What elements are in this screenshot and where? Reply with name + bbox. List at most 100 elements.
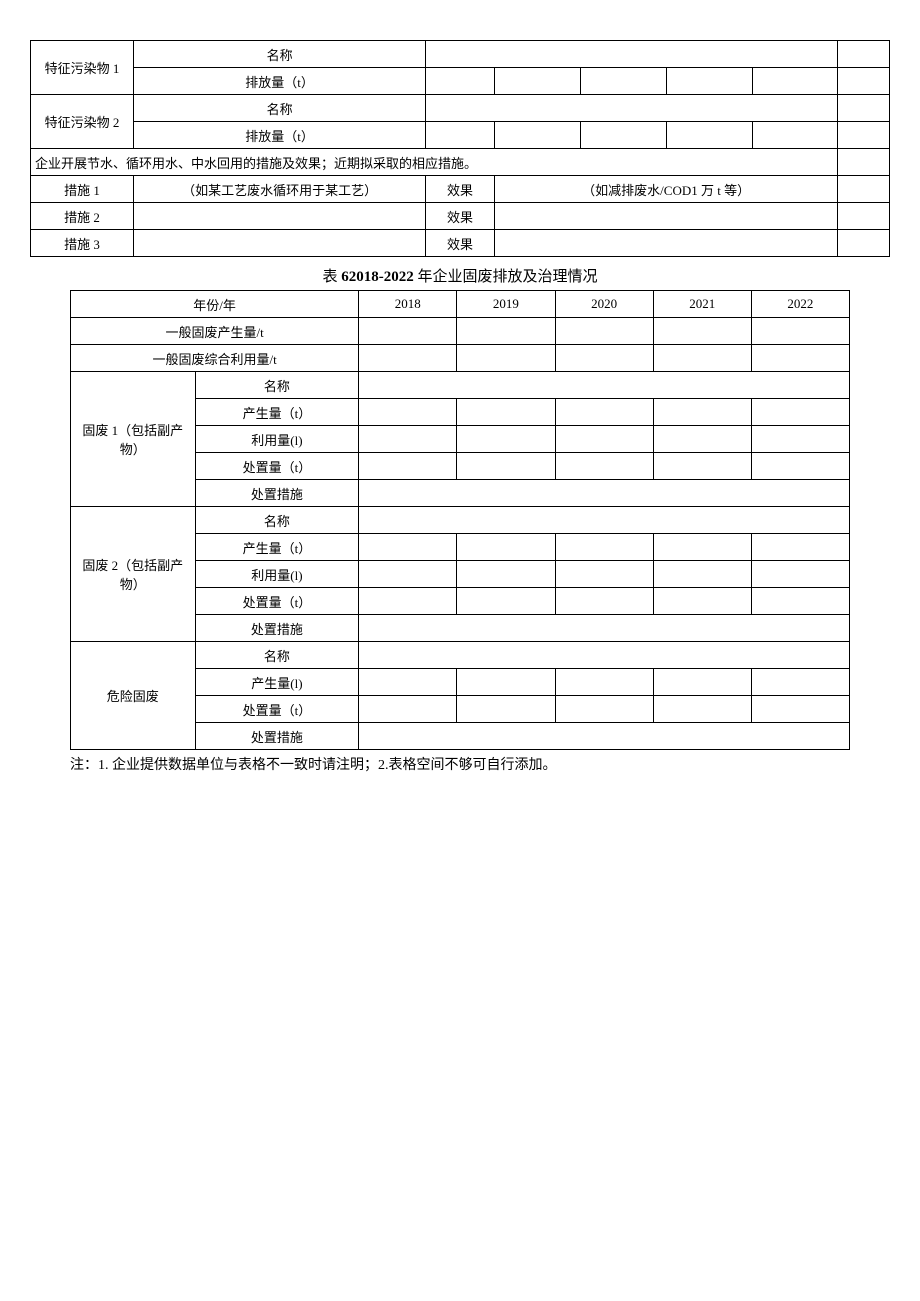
emission-label: 排放量（t） bbox=[134, 68, 426, 95]
empty-cell bbox=[359, 669, 457, 696]
solid-waste-table: 年份/年 2018 2019 2020 2021 2022 一般固废产生量/t … bbox=[70, 290, 850, 750]
empty-cell bbox=[457, 399, 555, 426]
table-row: 一般固废综合利用量/t bbox=[71, 345, 850, 372]
empty-cell bbox=[751, 534, 849, 561]
empty-cell bbox=[555, 669, 653, 696]
year-2018: 2018 bbox=[359, 291, 457, 318]
empty-cell bbox=[555, 399, 653, 426]
title-bold: 62018-2022 bbox=[341, 269, 414, 285]
empty-cell bbox=[838, 203, 890, 230]
footnote: 注：1. 企业提供数据单位与表格不一致时请注明；2.表格空间不够可自行添加。 bbox=[30, 754, 890, 774]
empty-cell bbox=[580, 68, 666, 95]
empty-cell bbox=[426, 68, 495, 95]
empty-cell bbox=[751, 669, 849, 696]
sub-disp-t: 处置量（t） bbox=[195, 696, 359, 723]
measures-intro: 企业开展节水、循环用水、中水回用的措施及效果；近期拟采取的相应措施。 bbox=[31, 149, 838, 176]
empty-cell bbox=[653, 318, 751, 345]
empty-cell bbox=[426, 95, 838, 122]
sub-disp-measure: 处置措施 bbox=[195, 480, 359, 507]
year-2022: 2022 bbox=[751, 291, 849, 318]
empty-cell bbox=[426, 41, 838, 68]
table-row: 措施 3 效果 bbox=[31, 230, 890, 257]
empty-cell bbox=[494, 230, 838, 257]
empty-cell bbox=[653, 669, 751, 696]
year-2021: 2021 bbox=[653, 291, 751, 318]
measure3-label: 措施 3 bbox=[31, 230, 134, 257]
empty-cell bbox=[359, 372, 850, 399]
empty-cell bbox=[666, 122, 752, 149]
measure1-value: （如某工艺废水循环用于某工艺） bbox=[134, 176, 426, 203]
measure2-label: 措施 2 bbox=[31, 203, 134, 230]
empty-cell bbox=[653, 453, 751, 480]
sub-name: 名称 bbox=[195, 372, 359, 399]
empty-cell bbox=[751, 588, 849, 615]
empty-cell bbox=[751, 453, 849, 480]
empty-cell bbox=[653, 399, 751, 426]
empty-cell bbox=[751, 696, 849, 723]
waste2-label: 固废 2（包括副产物） bbox=[71, 507, 196, 642]
empty-cell bbox=[457, 534, 555, 561]
empty-cell bbox=[494, 68, 580, 95]
empty-cell bbox=[653, 588, 751, 615]
effect-label: 效果 bbox=[426, 176, 495, 203]
empty-cell bbox=[555, 453, 653, 480]
hazwaste-label: 危险固废 bbox=[71, 642, 196, 750]
table-row: 排放量（t） bbox=[31, 122, 890, 149]
waste1-label: 固废 1（包括副产物） bbox=[71, 372, 196, 507]
table-row: 排放量（t） bbox=[31, 68, 890, 95]
empty-cell bbox=[751, 345, 849, 372]
empty-cell bbox=[359, 318, 457, 345]
table-row: 措施 2 效果 bbox=[31, 203, 890, 230]
table-row: 危险固废 名称 bbox=[71, 642, 850, 669]
emission-label: 排放量（t） bbox=[134, 122, 426, 149]
empty-cell bbox=[653, 696, 751, 723]
year-2020: 2020 bbox=[555, 291, 653, 318]
table-row: 措施 1 （如某工艺废水循环用于某工艺） 效果 （如减排废水/COD1 万 t … bbox=[31, 176, 890, 203]
sub-disp-t: 处置量（t） bbox=[195, 588, 359, 615]
empty-cell bbox=[838, 149, 890, 176]
empty-cell bbox=[457, 561, 555, 588]
empty-cell bbox=[359, 453, 457, 480]
table-row: 固废 1（包括副产物） 名称 bbox=[71, 372, 850, 399]
empty-cell bbox=[838, 230, 890, 257]
title-suffix: 年企业固废排放及治理情况 bbox=[414, 269, 598, 285]
pollutant1-label: 特征污染物 1 bbox=[31, 41, 134, 95]
sub-util-l: 利用量(l) bbox=[195, 561, 359, 588]
empty-cell bbox=[457, 588, 555, 615]
empty-cell bbox=[359, 696, 457, 723]
empty-cell bbox=[494, 203, 838, 230]
effect1-value: （如减排废水/COD1 万 t 等） bbox=[494, 176, 838, 203]
empty-cell bbox=[555, 534, 653, 561]
empty-cell bbox=[751, 318, 849, 345]
empty-cell bbox=[494, 122, 580, 149]
empty-cell bbox=[359, 534, 457, 561]
table-row: 特征污染物 2 名称 bbox=[31, 95, 890, 122]
year-label: 年份/年 bbox=[71, 291, 359, 318]
sub-disp-t: 处置量（t） bbox=[195, 453, 359, 480]
table-row: 固废 2（包括副产物） 名称 bbox=[71, 507, 850, 534]
empty-cell bbox=[555, 696, 653, 723]
empty-cell bbox=[457, 696, 555, 723]
empty-cell bbox=[653, 561, 751, 588]
pollutant-measures-table: 特征污染物 1 名称 排放量（t） 特征污染物 2 名称 排放量（t） bbox=[30, 40, 890, 257]
empty-cell bbox=[359, 561, 457, 588]
empty-cell bbox=[359, 588, 457, 615]
empty-cell bbox=[838, 68, 890, 95]
empty-cell bbox=[580, 122, 666, 149]
empty-cell bbox=[359, 480, 850, 507]
sub-gen-l: 产生量(l) bbox=[195, 669, 359, 696]
empty-cell bbox=[653, 345, 751, 372]
empty-cell bbox=[666, 68, 752, 95]
sub-name: 名称 bbox=[195, 507, 359, 534]
empty-cell bbox=[752, 122, 838, 149]
general-waste-util-label: 一般固废综合利用量/t bbox=[71, 345, 359, 372]
empty-cell bbox=[359, 642, 850, 669]
empty-cell bbox=[653, 534, 751, 561]
sub-gen-t: 产生量（t） bbox=[195, 399, 359, 426]
sub-disp-measure: 处置措施 bbox=[195, 723, 359, 750]
empty-cell bbox=[555, 426, 653, 453]
empty-cell bbox=[752, 68, 838, 95]
table-row: 特征污染物 1 名称 bbox=[31, 41, 890, 68]
empty-cell bbox=[359, 723, 850, 750]
empty-cell bbox=[555, 318, 653, 345]
